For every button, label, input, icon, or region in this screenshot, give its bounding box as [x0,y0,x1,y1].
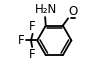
Text: F: F [18,34,25,47]
Text: F: F [29,20,36,33]
Text: O: O [69,5,78,18]
Text: F: F [29,48,36,61]
Text: H₂N: H₂N [35,3,57,16]
